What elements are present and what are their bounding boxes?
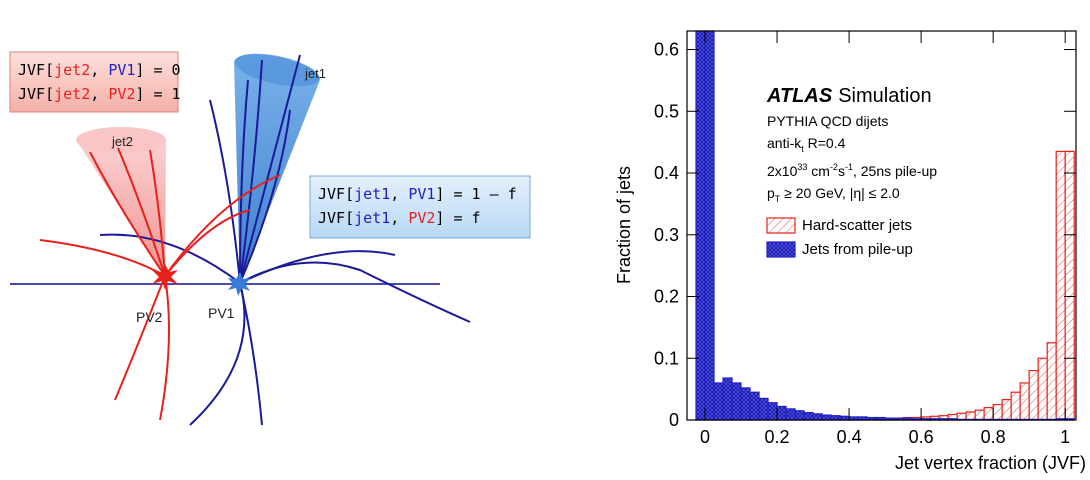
- jvf-equation: JVF[jet2, PV1] = 0: [18, 61, 181, 79]
- plot-frame: [686, 30, 1077, 421]
- histogram-bar: [1064, 150, 1075, 421]
- histogram-bar: [830, 415, 841, 421]
- histogram-bar: [1028, 370, 1039, 421]
- jvf-equation: JVF[jet1, PV2] = f: [318, 209, 481, 227]
- histogram-bar: [812, 413, 823, 421]
- histogram-bar: [1037, 357, 1048, 421]
- jvf-equation: JVF[jet1, PV1] = 1 – f: [318, 185, 517, 203]
- x-tick-label: 0.6: [909, 427, 934, 447]
- y-tick-label: 0.1: [654, 348, 679, 368]
- histogram-bar: [1010, 391, 1021, 421]
- legend-label: Jets from pile-up: [802, 241, 913, 258]
- series: [695, 30, 1075, 421]
- histogram-bar: [776, 405, 787, 421]
- histogram-bar: [767, 402, 778, 421]
- histogram-bar: [749, 391, 760, 421]
- histogram-bar: [704, 30, 715, 421]
- x-tick-label: 1: [1060, 427, 1070, 447]
- jet1-label: jet1: [304, 66, 326, 81]
- x-axis-title: Jet vertex fraction (JVF): [895, 453, 1086, 473]
- jet2-label: jet2: [111, 134, 133, 149]
- y-tick-label: 0.3: [654, 225, 679, 245]
- histogram-bar: [740, 387, 751, 421]
- jet1-jvf-box: [309, 175, 531, 239]
- pv2-tracks: [39, 147, 281, 421]
- histogram-bar: [731, 382, 742, 421]
- y-tick-label: 0.2: [654, 287, 679, 307]
- annotation: anti-kt R=0.4: [767, 135, 846, 154]
- histogram-bar: [1001, 399, 1012, 421]
- y-axis-title: Fraction of jets: [614, 166, 634, 284]
- pv2-vertex: [152, 264, 178, 290]
- histogram-bar: [1055, 150, 1066, 421]
- x-tick-label: 0.8: [981, 427, 1006, 447]
- histogram-bar: [983, 407, 994, 421]
- x-tick-label: 0: [700, 427, 710, 447]
- y-tick-label: 0.4: [654, 163, 679, 183]
- x-tick-label: 0.4: [837, 427, 862, 447]
- y-tick-label: 0: [669, 410, 679, 430]
- jet2-cone-top: [76, 127, 166, 153]
- histogram-bar: [1046, 342, 1057, 421]
- histogram-bar: [713, 382, 724, 421]
- pv1-vertex: [228, 272, 251, 296]
- histogram-bar: [695, 30, 706, 421]
- series: [695, 150, 1075, 421]
- histogram-bar: [758, 397, 769, 421]
- annotation: 2x1033 cm-2s-1, 25ns pile-up: [767, 162, 937, 179]
- histogram-bar: [974, 409, 985, 421]
- histogram-bar: [1019, 382, 1030, 421]
- histogram: Fraction of jets Jet vertex fraction (JV…: [614, 30, 1086, 473]
- x-tick-label: 0.2: [765, 427, 790, 447]
- y-tick-label: 0.6: [654, 40, 679, 60]
- pv2-label: PV2: [136, 309, 163, 325]
- histogram-bar: [785, 408, 796, 421]
- pv1-tracks: [99, 54, 471, 426]
- histogram-bar: [821, 414, 832, 421]
- legend-label: Hard-scatter jets: [802, 217, 912, 234]
- histogram-bar: [722, 377, 733, 421]
- histogram-bar: [794, 410, 805, 421]
- jvf-equation: JVF[jet2, PV2] = 1: [18, 85, 181, 103]
- legend-swatch: [766, 241, 796, 258]
- jet2-jvf-box: [9, 51, 179, 113]
- histogram-bar: [803, 411, 814, 421]
- diagram: jet1 jet2 PV1 PV2 JVF[jet2, PV1] = 0 JVF…: [9, 51, 531, 426]
- pv1-label: PV1: [208, 305, 235, 321]
- atlas-label: ATLAS Simulation: [766, 85, 932, 107]
- annotation: PYTHIA QCD dijets: [767, 113, 888, 129]
- annotation: pT ≥ 20 GeV, |η| ≤ 2.0: [767, 185, 900, 204]
- jet2-cone: [76, 127, 166, 276]
- y-tick-label: 0.5: [654, 101, 679, 121]
- histogram-bar: [992, 403, 1003, 421]
- legend-swatch: [766, 217, 796, 234]
